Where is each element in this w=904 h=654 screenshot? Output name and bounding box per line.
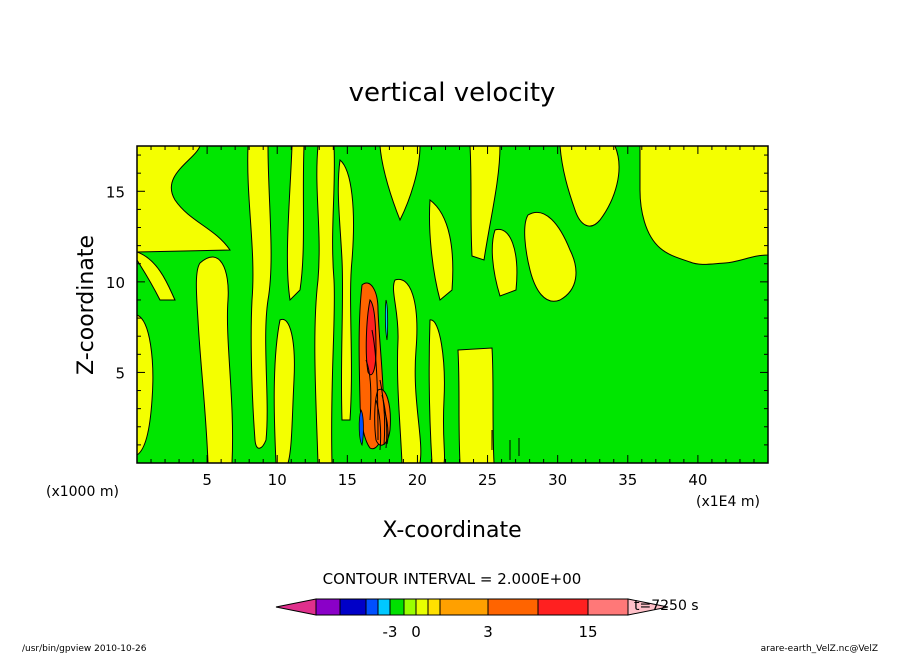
contour-band: [247, 146, 272, 449]
x-tick-label: 35: [618, 471, 637, 489]
colorbar-segment: [377, 598, 391, 616]
contour-band: [137, 146, 231, 253]
contour-band: [137, 251, 176, 301]
contour-band: [286, 146, 305, 302]
colorbar-segment: [403, 598, 417, 616]
y-axis-label: Z-coordinate: [74, 235, 99, 375]
colorbar: -3 0 3 15: [275, 598, 669, 641]
colorbar-segment: [275, 598, 317, 616]
colorbar-segment: [627, 598, 669, 616]
contour-band: [137, 314, 154, 456]
contour-band: [273, 318, 295, 463]
footer-right: arare-earth_VelZ.nc@VelZ: [761, 644, 878, 654]
colorbar-segment: [487, 598, 539, 616]
colorbar-segment: [427, 598, 441, 616]
small-contours: [491, 430, 520, 460]
contour-band: [457, 347, 495, 463]
x-tick-label: 20: [408, 471, 427, 489]
updraft-core-inner: [365, 298, 377, 376]
x-tick-label: 5: [202, 471, 212, 489]
colorbar-label: 15: [578, 623, 597, 641]
footer-left: /usr/bin/gpview 2010-10-26: [22, 644, 147, 654]
contour-band: [469, 146, 501, 261]
contour-interval-label: CONTOUR INTERVAL = 2.000E+00: [323, 570, 582, 588]
colorbar-segment: [415, 598, 429, 616]
y-tick-label: 10: [106, 274, 125, 292]
contour-band: [639, 146, 768, 265]
y-axis-unit: (x1000 m): [46, 484, 119, 500]
contour-band: [524, 212, 577, 302]
contour-band: [314, 146, 335, 463]
contour-band: [428, 319, 446, 463]
x-tick-label: 40: [688, 471, 707, 489]
plot-frame: [136, 145, 769, 464]
x-axis-label: X-coordinate: [382, 518, 521, 543]
contour-field: [137, 146, 768, 463]
downdraft-sliver: [358, 409, 364, 447]
colorbar-label: -3: [383, 623, 398, 641]
downdraft-sliver: [384, 299, 389, 341]
y-axis: 5 10 15: [106, 154, 768, 446]
x-axis: 5 10 15 20 25 30 35 40: [150, 146, 755, 489]
contour-band: [337, 159, 354, 421]
x-axis-unit: (x1E4 m): [696, 494, 760, 510]
contour-band: [491, 228, 518, 297]
contour-band: [393, 278, 422, 463]
contour-band: [428, 199, 454, 301]
contour-band: [379, 146, 421, 222]
colorbar-segment: [389, 598, 405, 616]
colorbar-label: 0: [411, 623, 421, 641]
colorbar-segment: [315, 598, 341, 616]
time-label: t=7250 s: [634, 598, 699, 614]
core-contours: [365, 329, 389, 451]
x-tick-label: 10: [268, 471, 287, 489]
chart-title: vertical velocity: [349, 78, 556, 108]
contour-band: [559, 146, 620, 227]
colorbar-segment: [439, 598, 489, 616]
colorbar-segment: [537, 598, 589, 616]
colorbar-label: 3: [483, 623, 493, 641]
x-tick-label: 30: [548, 471, 567, 489]
colorbar-segment: [587, 598, 629, 616]
y-tick-label: 5: [115, 364, 125, 382]
colorbar-segment: [339, 598, 367, 616]
x-tick-label: 25: [478, 471, 497, 489]
colorbar-segment: [365, 598, 379, 616]
x-tick-label: 15: [338, 471, 357, 489]
y-tick-label: 15: [106, 183, 125, 201]
